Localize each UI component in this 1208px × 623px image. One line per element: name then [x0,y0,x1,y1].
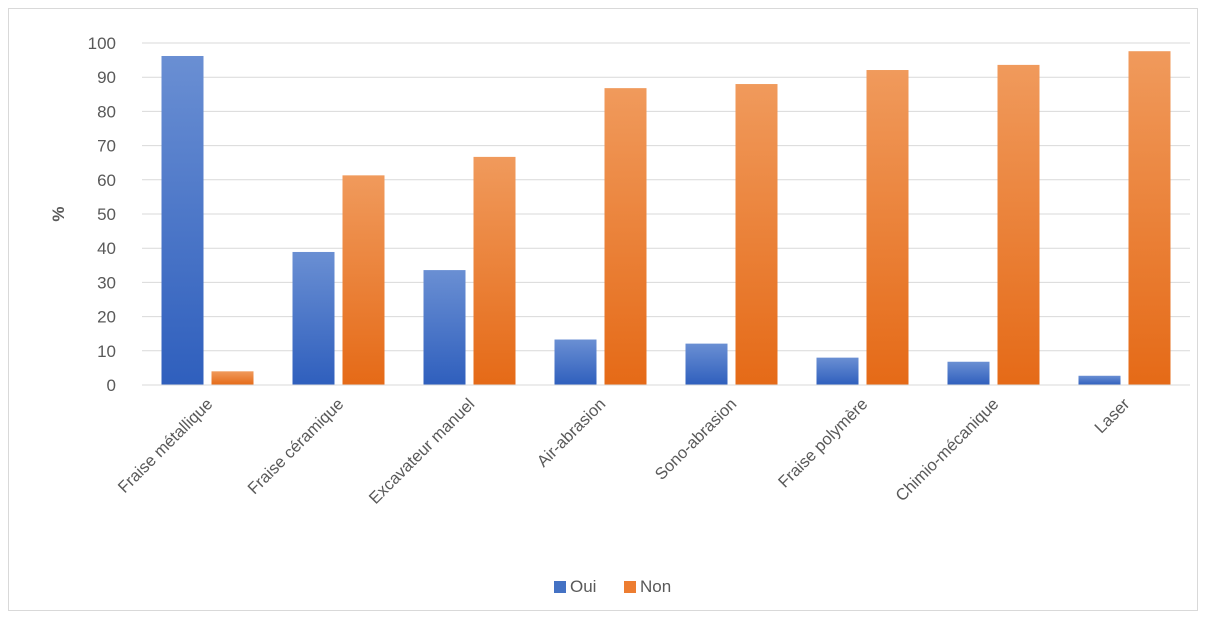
y-tick-label: 40 [97,239,116,258]
bar-oui [947,361,990,385]
y-tick-label: 20 [97,308,116,327]
x-axis-categories: Fraise métallique Fraise céramique Excavat… [115,395,1134,508]
y-tick-label: 60 [97,171,116,190]
bar-chart: 0 10 20 30 40 50 60 70 80 90 100 % Fraise métalliq… [49,34,1190,596]
y-axis-title: % [49,206,68,221]
bar-non [604,88,647,386]
bar-oui [161,55,204,385]
bar-oui [423,270,466,385]
legend-label-oui: Oui [570,577,596,596]
bar-non [473,156,516,385]
y-tick-label: 90 [97,68,116,87]
bar-non [1128,51,1171,385]
y-tick-label: 30 [97,273,116,292]
y-tick-label: 50 [97,205,116,224]
legend-label-non: Non [640,577,671,596]
bars [161,51,1171,386]
x-category-label: Chimio-mécanique [892,395,1002,505]
bar-non [211,371,254,385]
bar-non [866,70,909,385]
x-category-label: Excavateur manuel [366,395,479,508]
y-tick-label: 100 [88,34,116,53]
bar-non [342,175,385,385]
y-tick-label: 80 [97,102,116,121]
x-category-label: Laser [1091,395,1133,437]
legend-swatch-non [624,581,636,593]
y-tick-label: 70 [97,137,116,156]
bar-non [735,84,778,385]
bar-oui [685,343,728,385]
chart-frame: 0 10 20 30 40 50 60 70 80 90 100 % Fraise métalliq… [8,8,1198,611]
y-tick-label: 10 [97,342,116,361]
y-axis-ticks: 0 10 20 30 40 50 60 70 80 90 100 [88,34,116,395]
x-category-label: Air-abrasion [534,395,610,471]
bar-non [997,64,1040,385]
bar-oui [1078,375,1121,385]
bar-oui [292,251,335,385]
legend-swatch-oui [554,581,566,593]
y-tick-label: 0 [107,376,116,395]
legend: Oui Non [554,577,671,596]
x-category-label: Fraise métallique [115,395,217,497]
x-category-label: Fraise céramique [244,395,347,498]
bar-oui [816,357,859,385]
x-category-label: Sono-abrasion [652,395,741,484]
bar-oui [554,339,597,385]
x-category-label: Fraise polymère [775,395,871,491]
